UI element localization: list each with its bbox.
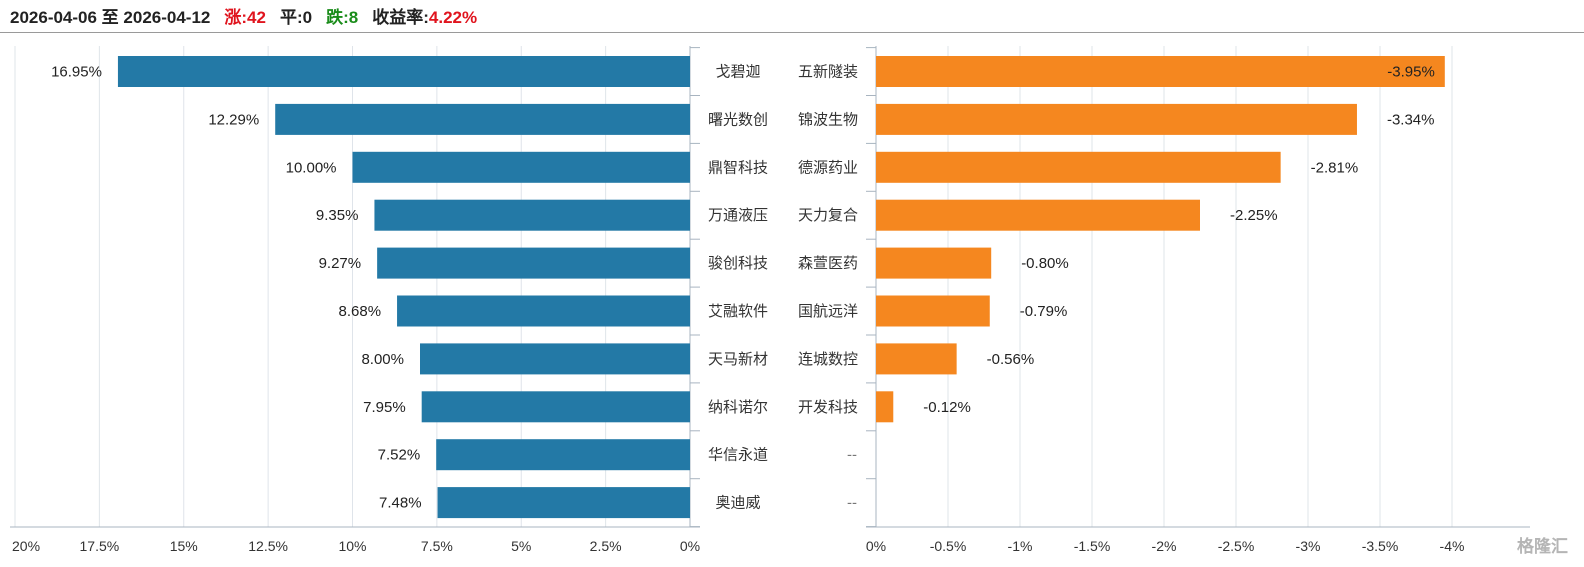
up-count: 42 — [247, 8, 266, 27]
gain-bar — [275, 103, 690, 135]
gain-bar — [377, 247, 690, 279]
loss-bar — [876, 295, 990, 327]
date-range: 2026-04-06 至 2026-04-12 — [10, 8, 211, 27]
gain-bar — [421, 391, 690, 423]
left-x-tick-label: 20% — [12, 538, 40, 554]
return-value: 4.22% — [428, 8, 478, 27]
gain-bar — [352, 151, 690, 183]
gain-bar — [397, 295, 690, 327]
left-x-tick-label: 0% — [680, 538, 700, 554]
gain-bar — [437, 487, 690, 519]
loss-category-label: 国航远洋 — [798, 303, 858, 320]
loss-category-label: -- — [847, 447, 857, 464]
loss-value-label: -0.12% — [923, 399, 971, 416]
loss-bar — [876, 199, 1200, 231]
loss-category-label: 森萱医药 — [798, 255, 858, 272]
gain-value-label: 9.35% — [316, 207, 359, 224]
gain-bar — [117, 56, 690, 87]
flat-count: 0 — [302, 8, 313, 27]
flat-label: 平: — [279, 8, 303, 27]
right-x-tick-label: -1.5% — [1074, 538, 1111, 554]
gain-category-label: 曙光数创 — [708, 111, 768, 128]
watermark-logo: 格隆汇 — [1517, 537, 1568, 556]
gain-value-label: 16.95% — [51, 64, 102, 81]
right-x-tick-label: -4% — [1440, 538, 1465, 554]
gain-category-label: 华信永道 — [708, 447, 768, 464]
gain-category-label: 骏创科技 — [708, 255, 768, 272]
gain-value-label: 8.68% — [339, 303, 382, 320]
gain-category-label: 戈碧迦 — [715, 64, 760, 81]
down-count: 8 — [348, 8, 359, 27]
gain-bar — [436, 439, 690, 471]
gain-value-label: 12.29% — [208, 111, 259, 128]
loss-category-label: 五新隧装 — [798, 64, 858, 81]
left-x-tick-label: 15% — [170, 538, 198, 554]
loss-category-label: 开发科技 — [798, 399, 858, 416]
gain-category-label: 万通液压 — [708, 207, 768, 224]
return-label: 收益率: — [372, 8, 429, 27]
right-x-tick-label: -2.5% — [1218, 538, 1255, 554]
gain-category-label: 天马新材 — [708, 351, 768, 368]
loss-value-label: -2.81% — [1311, 159, 1359, 176]
loss-value-label: -0.56% — [987, 351, 1035, 368]
gain-value-label: 10.00% — [286, 159, 337, 176]
loss-category-label: 天力复合 — [798, 206, 858, 224]
header-divider — [0, 32, 1584, 33]
loss-bar — [876, 56, 1445, 87]
left-x-tick-label: 12.5% — [248, 538, 288, 554]
left-x-tick-label: 10% — [338, 538, 366, 554]
gain-category-label: 奥迪威 — [715, 495, 760, 512]
gain-bar — [420, 343, 690, 375]
gain-value-label: 7.52% — [378, 447, 421, 464]
right-x-tick-label: -1% — [1008, 538, 1033, 554]
gain-value-label: 9.27% — [319, 255, 362, 272]
loss-value-label: -0.79% — [1020, 303, 1068, 320]
right-x-tick-label: -3% — [1296, 538, 1321, 554]
loss-value-label: -0.80% — [1021, 255, 1069, 272]
loss-category-label: 德源药业 — [798, 158, 858, 176]
summary-header: 2026-04-06 至 2026-04-12 涨:42 平:0 跌:8 收益率:4.2… — [10, 5, 477, 31]
gain-category-label: 纳科诺尔 — [708, 399, 768, 416]
gain-category-label: 鼎智科技 — [708, 158, 768, 176]
loss-bar — [876, 151, 1281, 183]
up-label: 涨: — [224, 8, 248, 27]
loss-bar — [876, 391, 894, 423]
loss-category-label: 锦波生物 — [798, 111, 858, 128]
down-label: 跌: — [326, 8, 349, 27]
loss-bar — [876, 343, 957, 375]
right-x-tick-label: -3.5% — [1362, 538, 1399, 554]
gain-category-label: 艾融软件 — [708, 303, 768, 320]
right-x-tick-label: 0% — [866, 538, 886, 554]
right-x-tick-label: -0.5% — [930, 538, 967, 554]
right-x-tick-label: -2% — [1152, 538, 1177, 554]
loss-bar — [876, 103, 1357, 135]
gain-value-label: 7.95% — [363, 399, 406, 416]
left-x-tick-label: 5% — [511, 538, 531, 554]
loss-value-label: -2.25% — [1230, 207, 1278, 224]
gain-bar — [374, 199, 690, 231]
left-x-tick-label: 7.5% — [421, 538, 453, 554]
loss-value-label: -3.95% — [1387, 64, 1435, 81]
loss-value-label: -3.34% — [1387, 111, 1435, 128]
left-x-tick-label: 2.5% — [590, 538, 622, 554]
loss-category-label: -- — [847, 495, 857, 512]
gain-value-label: 8.00% — [361, 351, 404, 368]
gain-value-label: 7.48% — [379, 495, 422, 512]
left-x-tick-label: 17.5% — [80, 538, 120, 554]
loss-category-label: 连城数控 — [798, 351, 858, 368]
loss-bar — [876, 247, 992, 279]
